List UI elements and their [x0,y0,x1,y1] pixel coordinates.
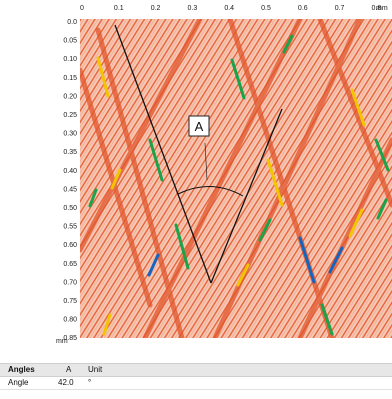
y-tick-label: 0.80 [63,317,77,324]
angle-results-table: Angles A Unit Angle 42.0 ° [0,363,392,399]
x-tick-label: 0 [80,5,84,12]
x-axis-unit: mm [376,5,388,12]
y-tick-label: 0.60 [63,242,77,249]
x-tick-label: 0.8 [372,5,382,12]
y-tick-label: 0.15 [63,75,77,82]
angle-marker-label[interactable]: A [188,115,210,137]
x-tick-label: 0.6 [298,5,308,12]
surface-image-viewer[interactable]: A 0 0.1 0.2 0.3 0.4 0.5 0.6 0.7 0.8 mm 0.00.050.… [0,0,392,345]
row-value: 42.0 [58,378,74,387]
y-tick-label: 0.05 [63,38,77,45]
x-axis: 0 0.1 0.2 0.3 0.4 0.5 0.6 0.7 0.8 [80,5,381,12]
y-tick-label: 0.55 [63,224,77,231]
row-name: Angle [8,378,29,387]
table-row[interactable]: Angle 42.0 ° [0,377,392,390]
y-tick-label: 0.70 [63,279,77,286]
y-tick-label: 0.30 [63,131,77,138]
header-angles: Angles [8,365,35,374]
x-tick-label: 0.4 [224,5,234,12]
y-tick-label: 0.50 [63,205,77,212]
y-tick-label: 0.20 [63,93,77,100]
header-a: A [66,365,72,374]
y-tick-label: 0.75 [63,298,77,305]
y-tick-label: 0.65 [63,261,77,268]
x-tick-label: 0.7 [335,5,345,12]
y-tick-label: 0.35 [63,149,77,156]
surface-map [80,19,392,338]
y-tick-label: 0.10 [63,56,77,63]
table-header: Angles A Unit [0,363,392,377]
x-tick-label: 0.1 [114,5,124,12]
angle-marker-text: A [195,119,204,134]
y-tick-label: 0.85 [63,335,77,342]
y-tick-label: 0.25 [63,112,77,119]
x-tick-label: 0.3 [188,5,198,12]
row-unit: ° [88,378,92,387]
header-unit: Unit [88,365,103,374]
x-tick-label: 0.2 [151,5,161,12]
y-tick-label: 0.40 [63,168,77,175]
x-tick-label: 0.5 [261,5,271,12]
y-axis-unit: mm [56,338,68,345]
y-tick-label: 0.45 [63,186,77,193]
angle-measurement[interactable] [114,24,283,284]
y-tick-label: 0.0 [67,19,77,26]
y-axis: 0.0 0.05 0.10 0.15 0.20 0.25 0.30 0.35 0.40 0.45 0… [63,19,77,342]
